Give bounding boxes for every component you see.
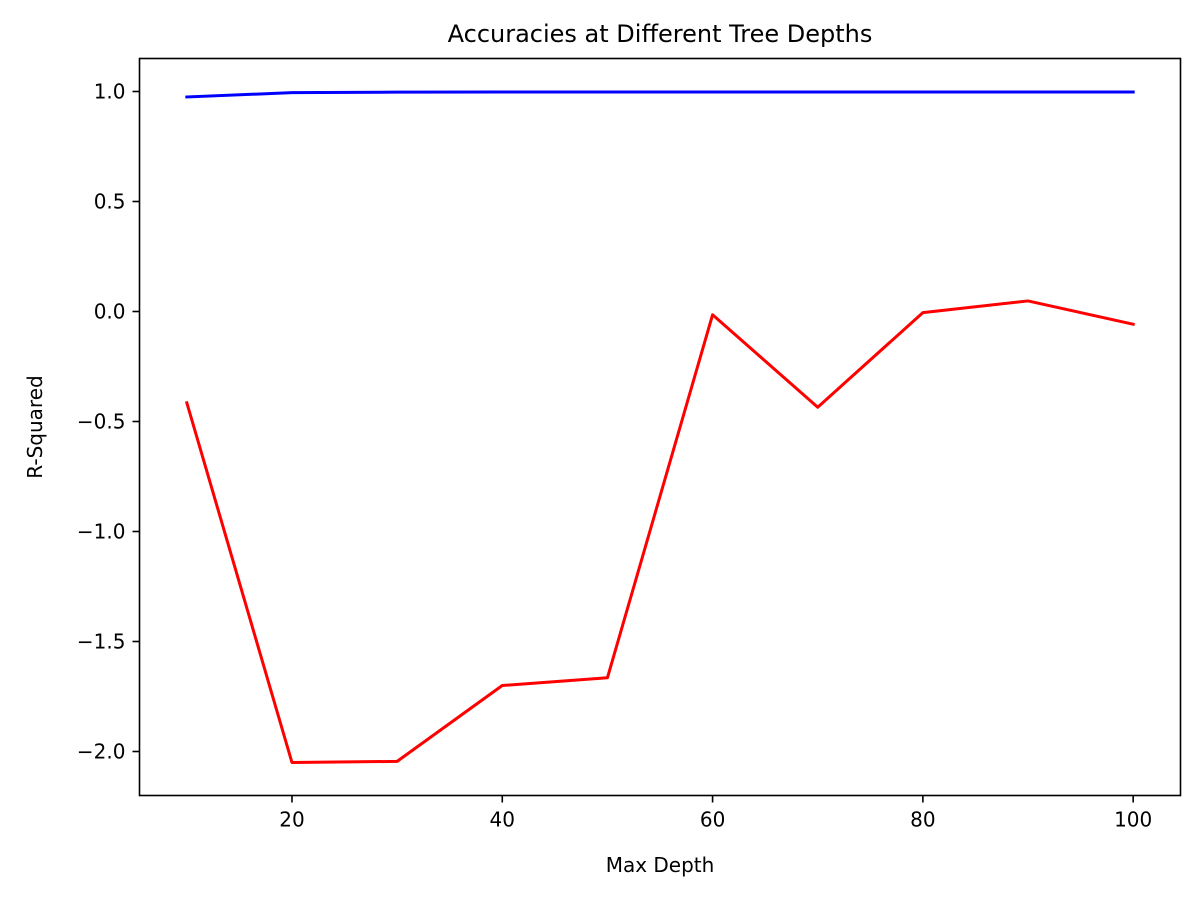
ticks-layer: 20 40 60 80 100 1.0 0.5 0.0 −0.5 −1.0 −1.5 −2.0 [77, 80, 1152, 832]
series-layer [184, 90, 1135, 764]
y-tick-label: 0.5 [94, 190, 126, 214]
y-tick-label: −0.5 [77, 410, 126, 434]
y-tick-label: −1.0 [77, 520, 126, 544]
y-axis-title: R-Squared [23, 375, 47, 478]
x-axis-title: Max Depth [606, 853, 715, 877]
series-line-1 [185, 90, 1135, 99]
plot-area-frame [138, 57, 1182, 797]
x-tick-label: 100 [1114, 808, 1152, 832]
x-tick-label: 60 [700, 808, 725, 832]
y-tick-label: −2.0 [77, 740, 126, 764]
y-tick-label: −1.5 [77, 630, 126, 654]
x-tick-label: 40 [490, 808, 515, 832]
x-tick-label: 80 [910, 808, 935, 832]
y-tick-label: 1.0 [94, 80, 126, 104]
chart-title: Accuracies at Different Tree Depths [448, 20, 873, 48]
series-line-2 [184, 299, 1135, 764]
y-tick-label: 0.0 [94, 300, 126, 324]
x-tick-label: 20 [279, 808, 304, 832]
